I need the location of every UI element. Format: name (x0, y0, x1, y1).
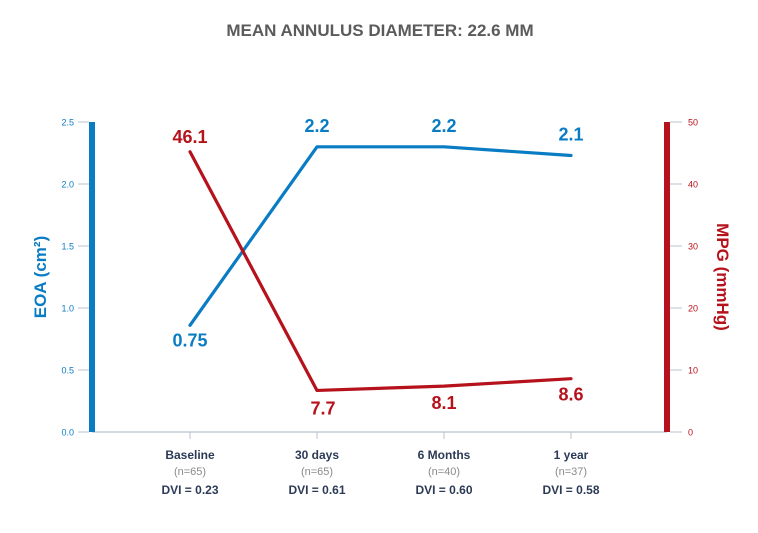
x-tick-dvi: DVI = 0.61 (288, 483, 345, 497)
x-tick-n: (n=37) (555, 466, 587, 478)
mpg-data-label: 7.7 (310, 398, 335, 418)
right-axis-bar (664, 122, 670, 432)
right-tick-label: 10 (688, 366, 698, 376)
left-tick-label: 1.0 (61, 304, 74, 314)
mpg-line (188, 150, 573, 393)
left-tick-label: 0.5 (61, 366, 74, 376)
x-tick-dvi: DVI = 0.60 (415, 483, 472, 497)
mpg-data-label: 8.1 (431, 393, 456, 413)
left-tick-label: 2.0 (61, 180, 74, 190)
left-tick-label: 0.0 (61, 428, 74, 438)
right-tick-label: 30 (688, 242, 698, 252)
mpg-data-label: 8.6 (558, 385, 583, 405)
x-tick-n: (n=40) (428, 466, 460, 478)
right-tick-label: 0 (688, 428, 693, 438)
mpg-data-label: 46.1 (172, 127, 207, 147)
x-tick-n: (n=65) (174, 466, 206, 478)
left-tick-label: 2.5 (61, 118, 74, 128)
left-axis-bar (89, 122, 95, 432)
x-tick-dvi: DVI = 0.23 (161, 483, 218, 497)
right-tick-label: 50 (688, 118, 698, 128)
eoa-line (188, 145, 573, 327)
x-tick-label: 30 days (295, 448, 339, 462)
left-tick-label: 1.5 (61, 242, 74, 252)
eoa-data-label: 2.2 (431, 116, 456, 136)
x-tick-label: 1 year (554, 448, 589, 462)
eoa-data-label: 2.1 (558, 124, 583, 144)
chart-title: MEAN ANNULUS DIAMETER: 22.6 MM (226, 21, 533, 40)
right-axis-label: MPG (mmHg) (713, 223, 732, 331)
x-tick-label: 6 Months (418, 448, 471, 462)
eoa-data-label: 2.2 (304, 116, 329, 136)
left-axis-label: EOA (cm²) (31, 236, 50, 319)
right-tick-label: 40 (688, 180, 698, 190)
right-tick-label: 20 (688, 304, 698, 314)
x-tick-label: Baseline (165, 448, 215, 462)
eoa-data-label: 0.75 (172, 330, 207, 350)
x-tick-dvi: DVI = 0.58 (542, 483, 599, 497)
x-tick-n: (n=65) (301, 466, 333, 478)
